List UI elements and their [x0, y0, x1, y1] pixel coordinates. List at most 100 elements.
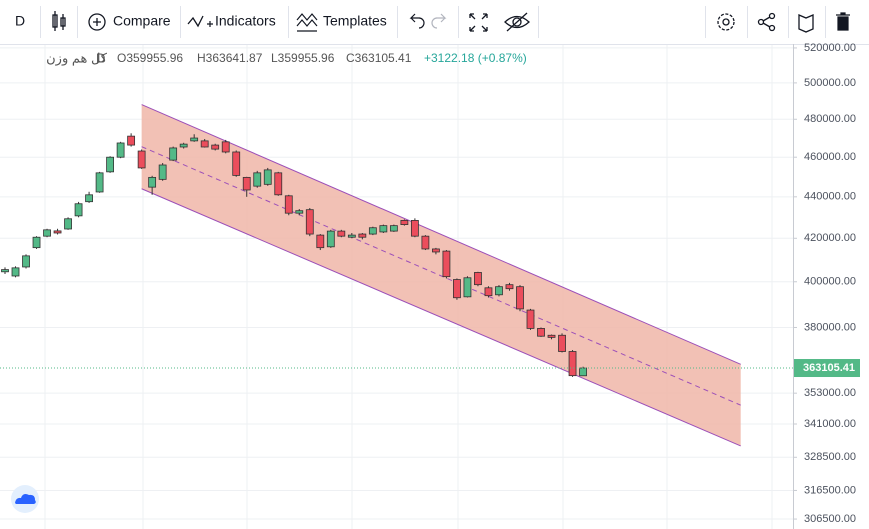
candle-body — [179, 143, 188, 148]
candle-body — [32, 236, 41, 249]
candle-body — [190, 137, 199, 142]
y-tick-label: 328500.00 — [804, 451, 856, 463]
candle-body — [106, 156, 114, 173]
vertical-grid — [44, 44, 773, 529]
interval-button[interactable]: D — [15, 13, 25, 29]
snapshot-button[interactable] — [798, 14, 814, 33]
last-price-label: 363105.41 — [803, 362, 855, 374]
share-button[interactable] — [757, 12, 776, 32]
candle-body — [505, 284, 514, 290]
candle-body — [85, 194, 93, 203]
candle-body — [274, 172, 283, 196]
candle-body — [253, 172, 262, 187]
candle-body — [284, 195, 293, 214]
delete-button[interactable] — [836, 12, 850, 31]
y-tick-label: 316500.00 — [804, 484, 856, 496]
candle-body — [547, 334, 556, 338]
y-tick-label: 420000.00 — [804, 232, 856, 244]
candle-body — [463, 277, 472, 298]
undo-button[interactable] — [409, 13, 425, 29]
candle-body — [368, 227, 377, 235]
candle-body — [484, 287, 493, 297]
candle-body — [410, 220, 419, 237]
channel-fill — [141, 104, 741, 446]
candle-body — [537, 328, 545, 337]
candle-body — [242, 176, 251, 191]
candle-body — [495, 286, 503, 296]
candle-body — [158, 164, 167, 180]
compare-label[interactable]: Compare — [113, 13, 171, 29]
y-tick-label: 353000.00 — [804, 387, 856, 399]
redo-button[interactable] — [431, 13, 447, 29]
candle-body — [64, 218, 72, 230]
candle-body — [579, 367, 587, 377]
candle-body — [200, 140, 209, 148]
candle-body — [22, 255, 30, 268]
candle-body — [400, 220, 409, 225]
candle-body — [516, 286, 524, 310]
candle-body — [442, 250, 451, 278]
indicators-label[interactable]: Indicators — [215, 13, 276, 29]
y-tick-label: 306500.00 — [804, 513, 856, 525]
candle-body — [169, 147, 178, 161]
logo[interactable] — [11, 485, 39, 513]
y-tick-label: 341000.00 — [804, 418, 856, 430]
templates-button[interactable]: Templates — [296, 13, 387, 32]
legend-change: +3122.18 (+0.87%) — [424, 51, 527, 65]
candle-body — [337, 230, 346, 237]
candle-body — [43, 229, 51, 237]
compare-button[interactable]: Compare — [88, 13, 171, 31]
y-tick-label: 460000.00 — [804, 151, 856, 163]
candle-body — [11, 267, 20, 277]
legend-close: C363105.41 — [346, 51, 412, 65]
candle-body — [432, 248, 440, 253]
chart-style-button[interactable] — [52, 11, 66, 31]
y-tick-label: 400000.00 — [804, 276, 856, 288]
candle-body — [326, 230, 335, 248]
indicators-button[interactable]: Indicators — [187, 13, 276, 29]
candle-body — [116, 142, 125, 158]
y-tick-label: 380000.00 — [804, 321, 856, 333]
candle-body — [1, 269, 9, 273]
y-tick-label: 500000.00 — [804, 77, 856, 89]
candle-body — [211, 144, 220, 150]
candle-body — [137, 150, 146, 169]
candle-body — [474, 272, 482, 286]
legend-high: H363641.87 — [197, 51, 263, 65]
candle-body — [232, 151, 241, 176]
y-tick-label: 440000.00 — [804, 191, 856, 203]
candle-body — [305, 209, 314, 235]
candle-body — [568, 351, 577, 377]
y-tick-label: 520000.00 — [804, 42, 856, 54]
settings-button[interactable] — [717, 13, 735, 31]
candle-body — [53, 230, 62, 234]
series-interval: D — [96, 50, 105, 65]
channel-lower — [141, 188, 741, 447]
candle-body — [379, 225, 388, 233]
candle-body — [295, 210, 304, 214]
candle-body — [558, 334, 566, 352]
toolbar — [0, 0, 869, 44]
candle-body — [421, 235, 430, 250]
toolbar-dividers — [40, 6, 826, 38]
candle-body — [316, 234, 325, 249]
candle-body — [74, 203, 83, 217]
channel-upper — [141, 104, 741, 365]
candle-body — [389, 225, 398, 232]
series-name: کل هم وزن — [46, 50, 108, 66]
candle-body — [127, 135, 136, 146]
candle-body — [347, 234, 356, 238]
fullscreen-button[interactable] — [469, 13, 488, 32]
candle-body — [95, 172, 104, 193]
candle-body — [148, 176, 157, 188]
candle-body — [263, 169, 272, 185]
hide-button[interactable] — [504, 12, 530, 32]
candle-body — [358, 233, 367, 238]
legend-low: L359955.96 — [271, 51, 335, 65]
last-price-box — [794, 359, 860, 378]
y-tick-label: 480000.00 — [804, 113, 856, 125]
templates-label[interactable]: Templates — [323, 13, 387, 29]
candle-body — [526, 309, 535, 329]
